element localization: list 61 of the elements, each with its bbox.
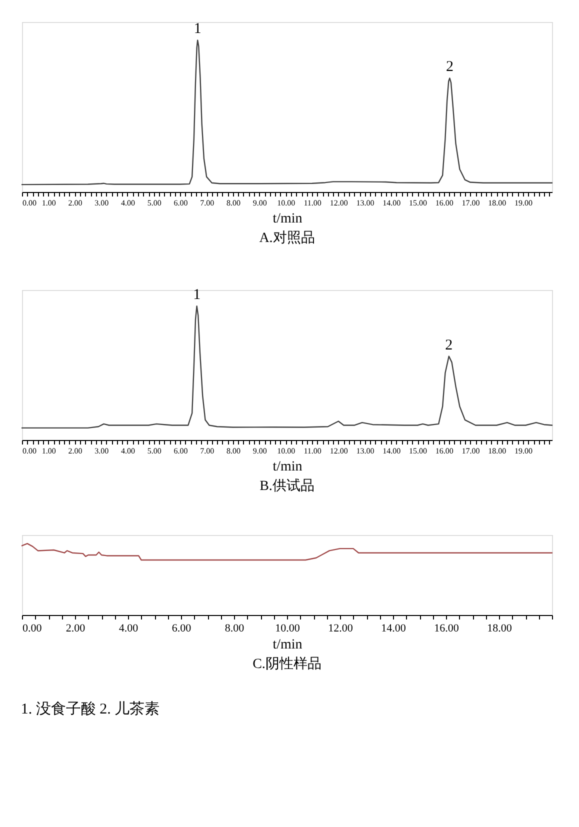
- x-tick-label: 19.00: [514, 198, 532, 208]
- x-tick-label: 8.00: [226, 198, 240, 208]
- x-tick-label: 15.00: [409, 198, 428, 208]
- annotation: 2: [445, 337, 453, 354]
- annotation: 2: [446, 59, 454, 76]
- x-tick-label: 7.00: [200, 446, 214, 456]
- x-tick-label: 14.00: [382, 198, 401, 208]
- x-axis-title: t/min: [272, 212, 302, 226]
- x-tick-label: 2.00: [68, 446, 82, 456]
- x-tick-label: 4.00: [118, 622, 139, 634]
- x-tick-label: 18.00: [488, 446, 506, 456]
- x-tick-label: 6.00: [174, 446, 188, 456]
- x-tick-label: 9.00: [252, 446, 267, 456]
- x-tick-label: 3.00: [94, 198, 109, 208]
- x-axis-title: t/min: [272, 460, 302, 474]
- x-tick-label: 14.00: [381, 622, 406, 634]
- x-tick-label: 8.00: [224, 622, 245, 634]
- x-tick-label: 5.00: [147, 446, 162, 456]
- x-tick-label: 12.00: [328, 622, 354, 634]
- x-tick-label: 15.00: [409, 446, 428, 456]
- x-tick-label: 0.00: [22, 446, 36, 456]
- x-tick-label: 2.00: [66, 622, 86, 634]
- x-tick-label: 16.00: [434, 622, 460, 634]
- x-tick-label: 10.00: [277, 446, 296, 456]
- x-tick-label: 2.00: [68, 198, 82, 208]
- x-tick-label: 19.00: [514, 446, 532, 456]
- x-tick-label: 11.00: [304, 446, 322, 456]
- x-tick-label: 11.00: [304, 198, 322, 208]
- x-tick-label: 0.00: [22, 198, 36, 208]
- text: B.供试品: [260, 478, 314, 494]
- x-axis-title: t/min: [272, 638, 302, 652]
- x-tick-label: 16.00: [435, 198, 454, 208]
- x-tick-label: 5.00: [147, 198, 162, 208]
- x-tick-label: 10.00: [277, 198, 296, 208]
- x-tick-label: 12.00: [330, 198, 348, 208]
- text: C.阴性样品: [252, 656, 322, 672]
- x-tick-label: 6.00: [172, 622, 192, 634]
- x-tick-label: 1.00: [42, 198, 56, 208]
- x-tick-label: 18.00: [487, 622, 512, 634]
- x-tick-label: 12.00: [330, 446, 348, 456]
- x-tick-label: 16.00: [435, 446, 454, 456]
- x-tick-label: 7.00: [200, 198, 214, 208]
- x-tick-label: 8.00: [226, 446, 240, 456]
- x-tick-label: 17.00: [462, 446, 480, 456]
- x-tick-label: 18.00: [488, 198, 506, 208]
- x-tick-label: 10.00: [275, 622, 300, 634]
- x-tick-label: 17.00: [462, 198, 480, 208]
- x-tick-label: 14.00: [382, 446, 401, 456]
- annotation: 1: [194, 21, 202, 38]
- x-tick-label: 13.00: [356, 446, 374, 456]
- x-tick-label: 6.00: [174, 198, 188, 208]
- text: A.对照品: [259, 230, 315, 246]
- x-tick-label: 4.00: [120, 198, 135, 208]
- x-tick-label: 1.00: [42, 446, 56, 456]
- x-tick-label: 9.00: [252, 198, 267, 208]
- x-tick-label: 0.00: [22, 622, 42, 634]
- x-tick-label: 3.00: [94, 446, 109, 456]
- text: 1. 没食子酸 2. 儿茶素: [20, 700, 160, 718]
- annotation: 1: [193, 287, 201, 304]
- x-tick-label: 13.00: [356, 198, 374, 208]
- x-tick-label: 4.00: [120, 446, 135, 456]
